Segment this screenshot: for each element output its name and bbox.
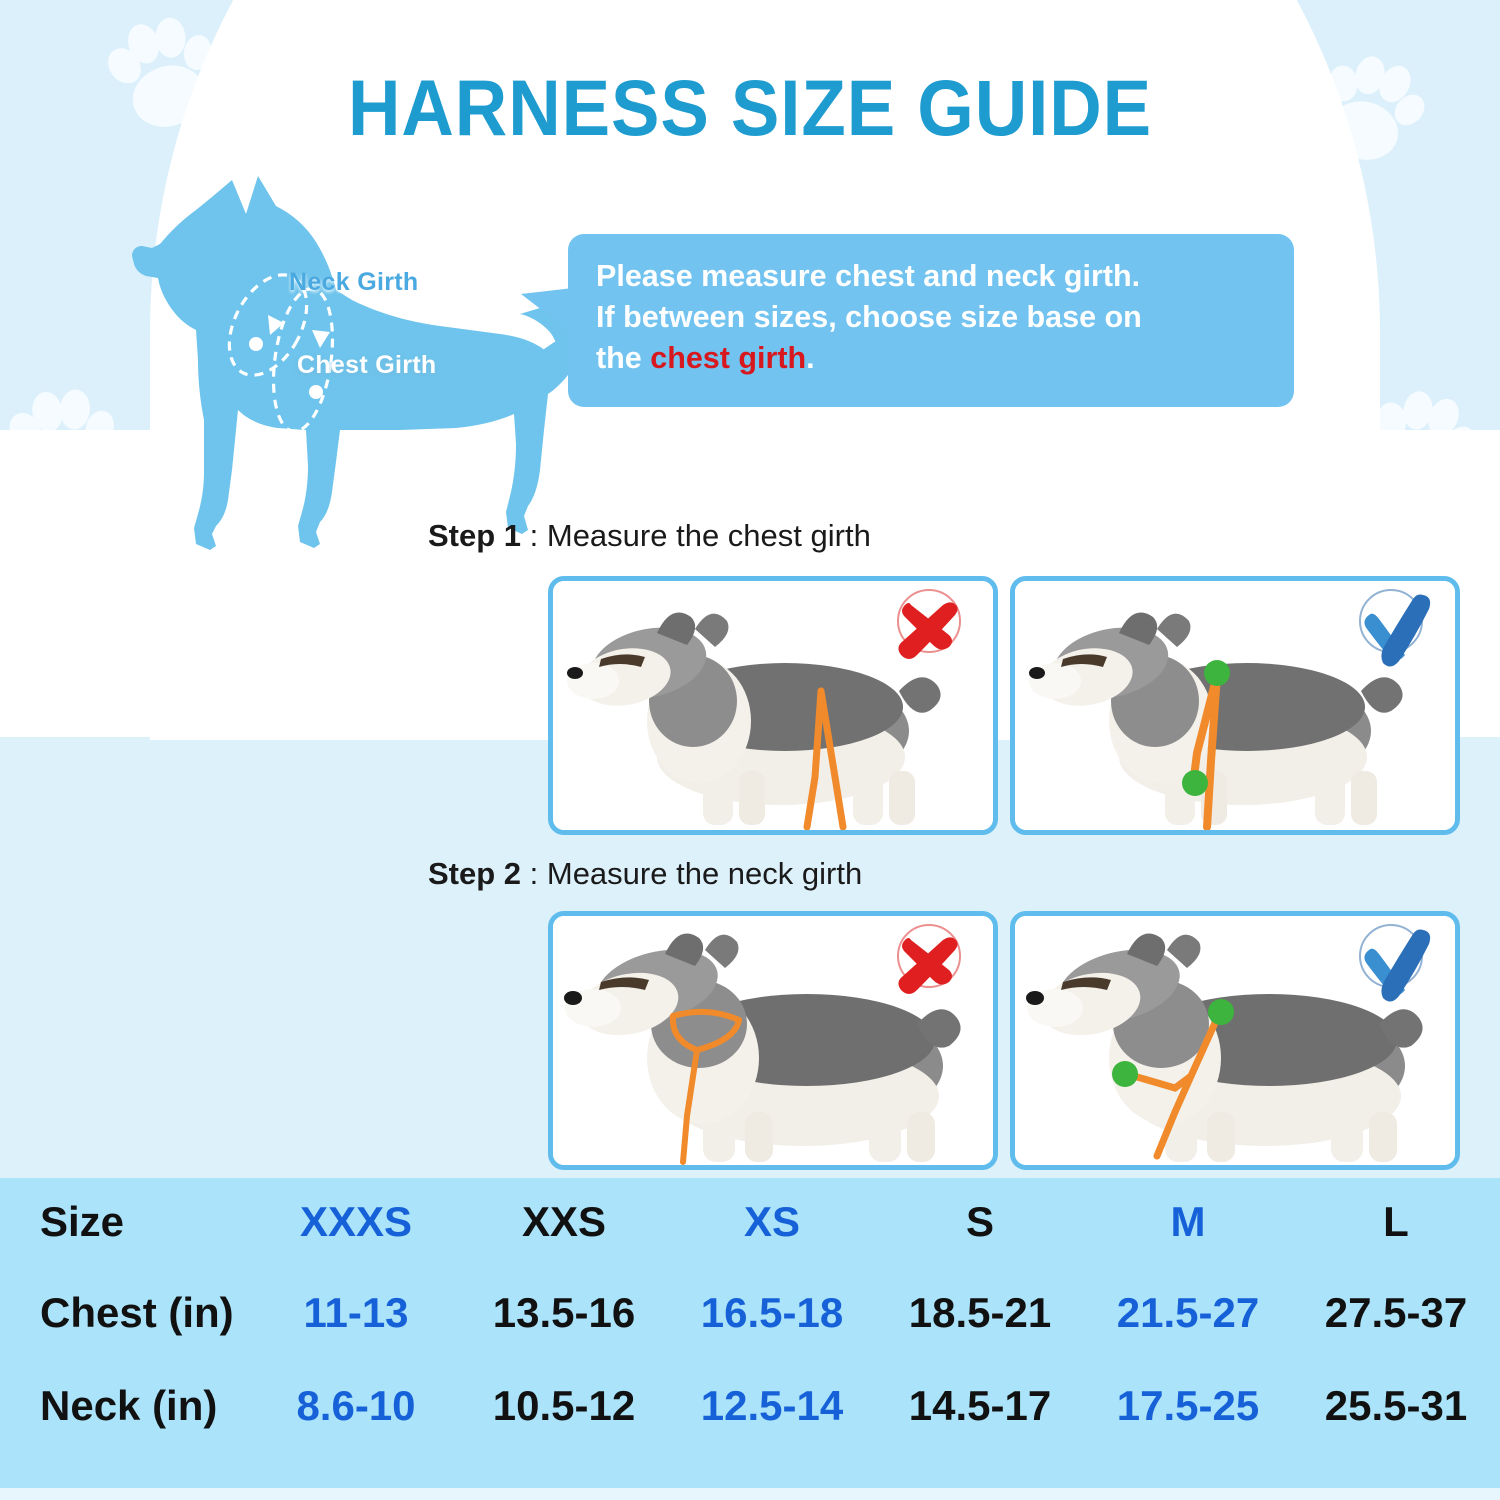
chest-girth-label: Chest Girth — [297, 351, 437, 379]
step-1-correct-panel — [1010, 576, 1460, 835]
tape-measure-incorrect — [669, 1008, 742, 1165]
neck-l: 25.5-31 — [1324, 1381, 1468, 1429]
tape-measure-correct — [1123, 1010, 1223, 1160]
callout-line-3-suffix: . — [806, 341, 815, 375]
neck-s: 14.5-17 — [908, 1381, 1052, 1429]
row-label-neck: Neck (in) — [40, 1381, 218, 1429]
size-header-xs: XS — [743, 1198, 801, 1245]
step-1-text: : Measure the chest girth — [521, 518, 871, 553]
page-title: HARNESS SIZE GUIDE — [347, 63, 1153, 152]
step-2-number: Step 2 — [428, 856, 522, 891]
size-header-m: M — [1170, 1198, 1206, 1245]
table-row-size: Size XXXS XXS XS S M L — [0, 1178, 1500, 1266]
neck-xxxs: 8.6-10 — [296, 1381, 416, 1429]
callout-line-2: If between sizes, choose size base on — [596, 300, 1142, 334]
x-mark-icon — [897, 924, 961, 994]
measure-point-top — [1208, 999, 1234, 1025]
dog-photo-chest-correct — [1015, 581, 1455, 830]
neck-xs: 12.5-14 — [700, 1381, 844, 1429]
dog-photo-neck-incorrect — [553, 916, 993, 1165]
step-1-heading: Step 1 : Measure the chest girth — [428, 518, 871, 554]
neck-m: 17.5-25 — [1116, 1381, 1260, 1429]
table-row-neck: Neck (in) 8.6-10 10.5-12 12.5-14 14.5-17… — [0, 1359, 1500, 1452]
step-1-number: Step 1 — [428, 518, 522, 553]
callout-line-3: the chest girth. — [596, 338, 1268, 379]
chest-l: 27.5-37 — [1324, 1288, 1468, 1336]
measure-point-bottom — [1112, 1061, 1138, 1087]
measure-point-top — [1204, 660, 1230, 686]
step-1-incorrect-panel — [548, 576, 998, 835]
background-band-bottom — [0, 1488, 1500, 1500]
chest-xxs: 13.5-16 — [492, 1288, 636, 1336]
size-header-s: S — [965, 1198, 994, 1245]
chest-xxxs: 11-13 — [303, 1288, 409, 1336]
check-mark-icon — [1359, 924, 1431, 1002]
x-mark-icon — [897, 589, 961, 659]
measure-point-bottom — [1182, 770, 1208, 796]
neck-girth-label: Neck Girth — [289, 268, 419, 296]
step-2-correct-panel — [1010, 911, 1460, 1170]
size-header-xxs: XXS — [521, 1198, 607, 1245]
chest-s: 18.5-21 — [908, 1288, 1052, 1336]
white-left-notch — [0, 430, 230, 737]
size-chart-table: Size XXXS XXS XS S M L Chest (in) 11-13 … — [0, 1178, 1500, 1488]
callout-line-1: Please measure chest and neck girth. — [596, 259, 1141, 293]
size-header-l: L — [1383, 1198, 1409, 1245]
row-label-chest: Chest (in) — [40, 1288, 234, 1336]
step-2-heading: Step 2 : Measure the neck girth — [428, 856, 862, 892]
instruction-callout: Please measure chest and neck girth. If … — [568, 234, 1294, 407]
callout-line-3-prefix: the — [596, 341, 651, 375]
chest-m: 21.5-27 — [1116, 1288, 1260, 1336]
check-mark-icon — [1359, 589, 1431, 667]
table-row-chest: Chest (in) 11-13 13.5-16 16.5-18 18.5-21… — [0, 1266, 1500, 1359]
step-2-text: : Measure the neck girth — [521, 856, 863, 891]
size-header-xxxs: XXXS — [299, 1198, 413, 1245]
neck-xxs: 10.5-12 — [492, 1381, 636, 1429]
dog-photo-neck-correct — [1015, 916, 1455, 1165]
speech-bubble-tail — [521, 288, 573, 334]
step-2-incorrect-panel — [548, 911, 998, 1170]
chest-xs: 16.5-18 — [700, 1288, 844, 1336]
callout-highlight: chest girth — [650, 341, 807, 375]
tape-measure-incorrect — [803, 687, 847, 830]
background-band-table — [0, 1178, 1500, 1488]
row-label-size: Size — [40, 1198, 125, 1245]
